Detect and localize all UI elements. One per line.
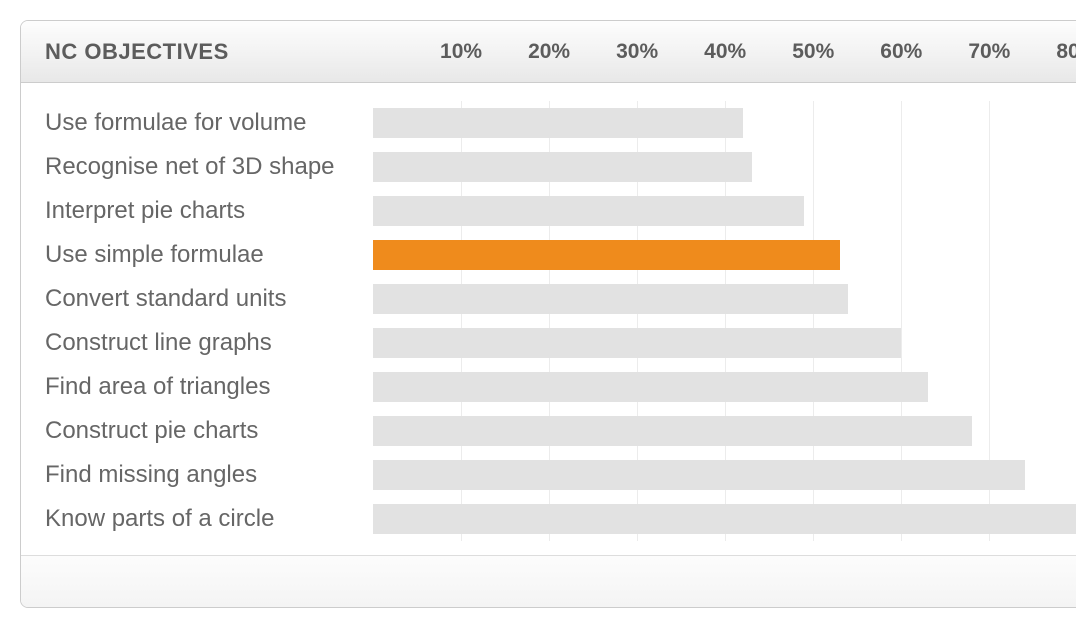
- chart-bars-area: [373, 101, 1076, 541]
- chart-row-labels: Use formulae for volumeRecognise net of …: [45, 101, 373, 541]
- axis-tick-label: 40%: [704, 40, 746, 64]
- chart-footer: [21, 555, 1076, 607]
- objective-bar: [373, 108, 743, 138]
- objective-bar-row: [373, 101, 1076, 145]
- chart-header: NC OBJECTIVES 10% 20% 30% 40% 50% 60% 70% 80%: [21, 21, 1076, 83]
- objective-label: Use formulae for volume: [45, 101, 373, 145]
- objective-bar: [373, 416, 972, 446]
- objective-bar: [373, 284, 848, 314]
- objective-bar: [373, 504, 1076, 534]
- objective-label: Know parts of a circle: [45, 497, 373, 541]
- axis-tick-label: 50%: [792, 40, 834, 64]
- axis-tick-label: 70%: [968, 40, 1010, 64]
- axis-tick-label: 10%: [440, 40, 482, 64]
- objective-bar-highlighted: [373, 240, 840, 270]
- objective-bar-row: [373, 189, 1076, 233]
- objective-label: Recognise net of 3D shape: [45, 145, 373, 189]
- axis-tick-label: 20%: [528, 40, 570, 64]
- objective-bar: [373, 460, 1025, 490]
- objective-bar-row: [373, 409, 1076, 453]
- chart-body: Use formulae for volumeRecognise net of …: [21, 83, 1076, 555]
- objective-label: Find missing angles: [45, 453, 373, 497]
- axis-tick-label: 80%: [1056, 40, 1076, 64]
- objective-label: Use simple formulae: [45, 233, 373, 277]
- objective-bar-row: [373, 321, 1076, 365]
- objective-bar-row: [373, 497, 1076, 541]
- objective-label: Interpret pie charts: [45, 189, 373, 233]
- objective-label: Convert standard units: [45, 277, 373, 321]
- objective-bar: [373, 372, 928, 402]
- objective-bar-row: [373, 365, 1076, 409]
- chart-axis-ticks: 10% 20% 30% 40% 50% 60% 70% 80%: [373, 21, 1076, 82]
- objective-bar-row: [373, 453, 1076, 497]
- objective-label: Construct line graphs: [45, 321, 373, 365]
- chart-title: NC OBJECTIVES: [45, 39, 373, 65]
- objective-label: Construct pie charts: [45, 409, 373, 453]
- objective-bar: [373, 152, 752, 182]
- objective-bar-row: [373, 233, 1076, 277]
- objective-bar: [373, 328, 901, 358]
- objective-label: Find area of triangles: [45, 365, 373, 409]
- objective-bar: [373, 196, 804, 226]
- axis-tick-label: 60%: [880, 40, 922, 64]
- objective-bar-row: [373, 145, 1076, 189]
- objectives-chart-panel: NC OBJECTIVES 10% 20% 30% 40% 50% 60% 70% 80% U…: [20, 20, 1076, 608]
- objective-bar-row: [373, 277, 1076, 321]
- axis-tick-label: 30%: [616, 40, 658, 64]
